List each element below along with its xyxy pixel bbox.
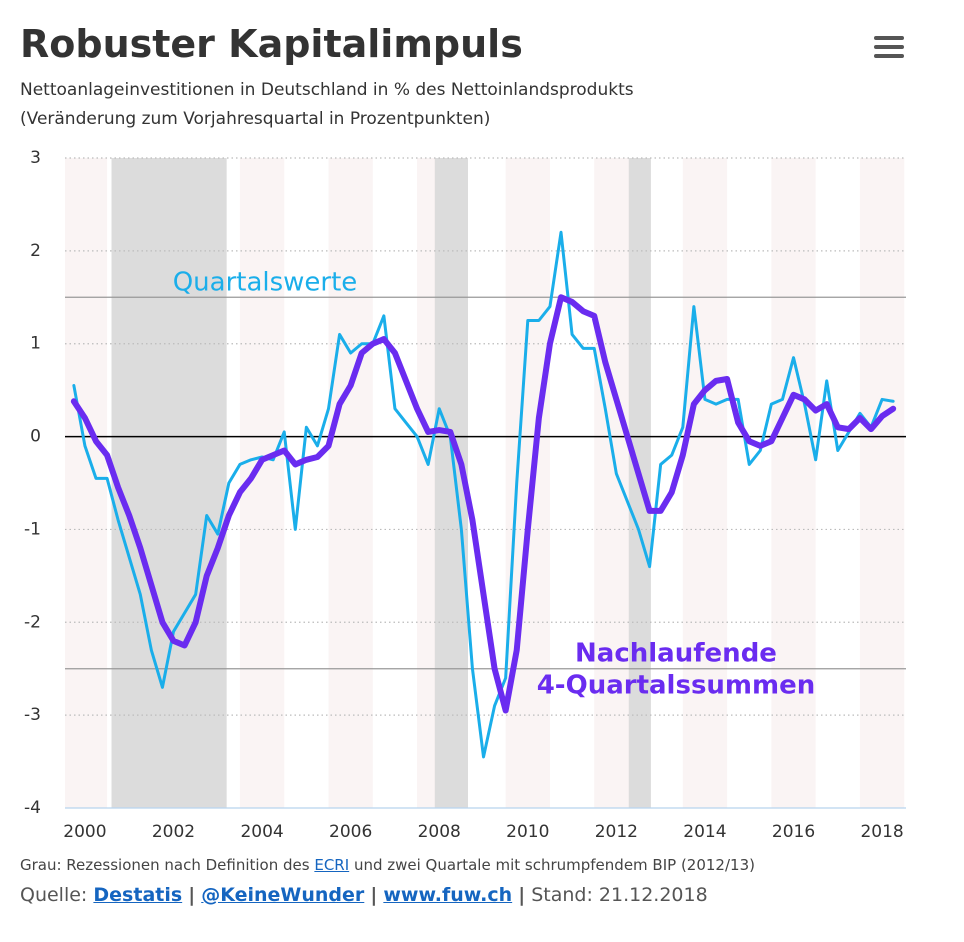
year-stripe: [682, 158, 728, 808]
series-line: [72, 230, 895, 759]
y-tick-label: 2: [30, 241, 41, 261]
subtitle: Nettoanlageinvestitionen in Deutschland …: [20, 80, 634, 100]
year-stripe: [505, 158, 550, 808]
y-tick-label: -2: [24, 612, 41, 632]
y-tick-label: -4: [24, 798, 41, 818]
x-tick-label: 2010: [506, 822, 549, 842]
recession-band: [111, 158, 227, 808]
note-text: Grau: Rezessionen nach Definition des: [20, 856, 310, 874]
y-tick-label: 1: [30, 334, 41, 354]
y-tick-label: 0: [30, 427, 41, 447]
source: Quelle: Destatis | @KeineWunder | www.fu…: [20, 884, 708, 906]
annotation: 4-Quartalssummen: [537, 671, 816, 701]
year-stripe: [65, 158, 108, 808]
separator: |: [518, 884, 526, 906]
year-stripe: [328, 158, 373, 808]
note: Grau: Rezessionen nach Definition des EC…: [20, 856, 755, 874]
link[interactable]: Destatis: [93, 884, 183, 906]
menu-button[interactable]: [874, 36, 904, 58]
y-tick-label: -1: [24, 519, 41, 539]
x-tick-label: 2016: [772, 822, 815, 842]
note-text: und zwei Quartale mit schrumpfendem BIP …: [353, 856, 755, 874]
x-tick-label: 2008: [418, 822, 461, 842]
x-tick-label: 2014: [683, 822, 726, 842]
source-label: Quelle:: [20, 884, 88, 906]
link[interactable]: ECRI: [314, 856, 350, 874]
y-tick-label: -3: [24, 705, 41, 725]
x-tick-label: 2004: [240, 822, 283, 842]
x-tick-label: 2002: [152, 822, 195, 842]
annotation: Quartalswerte: [173, 268, 358, 298]
year-stripe: [859, 158, 905, 808]
separator: |: [188, 884, 196, 906]
separator: |: [370, 884, 378, 906]
title: Robuster Kapitalimpuls: [20, 22, 523, 66]
series-line: [70, 294, 897, 714]
y-tick-label: 3: [30, 148, 41, 168]
subtitle: (Veränderung zum Vorjahresquartal in Pro…: [20, 109, 491, 129]
annotation: Nachlaufende: [575, 639, 777, 669]
link[interactable]: @KeineWunder: [201, 884, 365, 906]
x-tick-label: 2018: [860, 822, 903, 842]
link[interactable]: www.fuw.ch: [383, 884, 513, 906]
chart: -4 -3 -2 -1 0 1 2 3 2000 2002 2004 2006 2008 2010 2012…: [24, 148, 906, 842]
stand: Stand: 21.12.2018: [531, 884, 708, 906]
year-stripe: [771, 158, 816, 808]
x-tick-label: 2006: [329, 822, 372, 842]
x-tick-label: 2000: [63, 822, 106, 842]
x-tick-label: 2012: [595, 822, 638, 842]
